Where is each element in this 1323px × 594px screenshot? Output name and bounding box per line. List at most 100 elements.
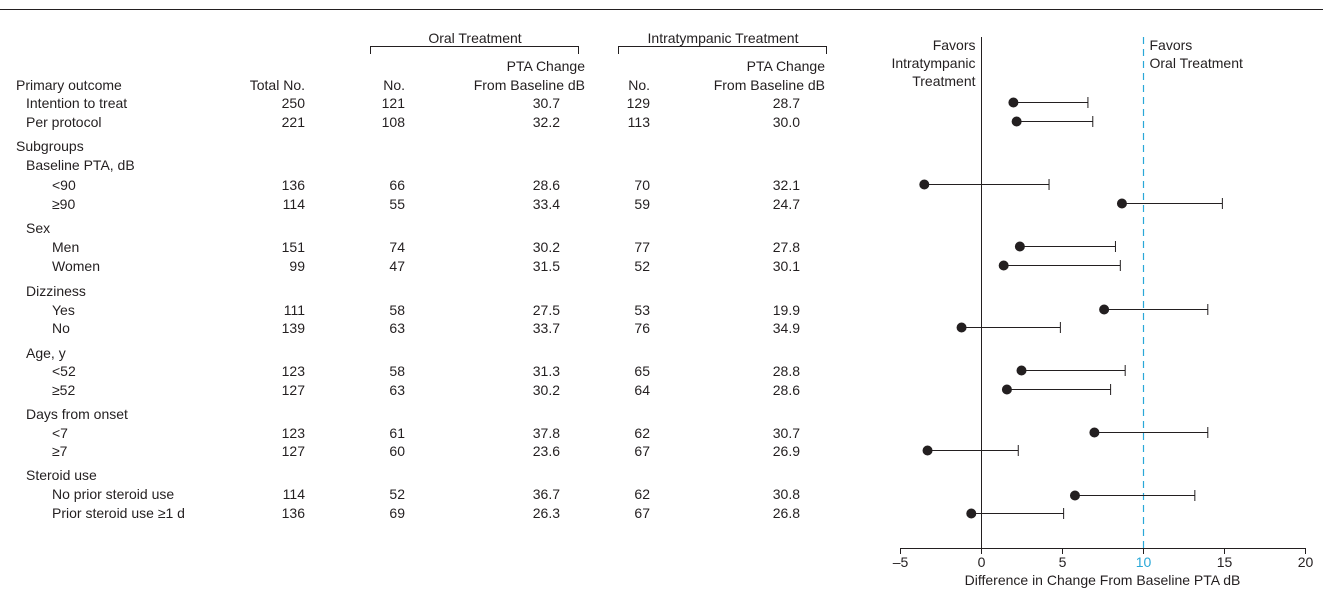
row-label: Age, y: [26, 345, 66, 361]
row-label: <7: [52, 425, 68, 441]
cell-total: 111: [283, 302, 305, 318]
cell-it-pta: 26.8: [772, 505, 800, 521]
cell-it-n: 113: [627, 114, 650, 130]
oral-pta-header-line2: From Baseline dB: [473, 77, 585, 93]
point-estimate: [1001, 384, 1012, 395]
cell-oral-pta: 36.7: [532, 486, 560, 502]
cell-oral-n: 66: [389, 177, 405, 193]
row-label: No: [52, 320, 70, 336]
cell-it-pta: 30.0: [772, 114, 800, 130]
cell-oral-n: 121: [381, 95, 405, 111]
cell-oral-pta: 26.3: [532, 505, 560, 521]
cell-oral-n: 52: [389, 486, 405, 502]
row-label: ≥7: [52, 443, 68, 459]
cell-total: 99: [289, 258, 305, 274]
cell-it-n: 62: [634, 425, 650, 441]
cell-it-n: 65: [634, 363, 650, 379]
row-label: <90: [52, 177, 76, 193]
row-label: Sex: [26, 220, 51, 236]
cell-oral-pta: 30.7: [532, 95, 560, 111]
cell-oral-pta: 27.5: [532, 302, 560, 318]
cell-it-n: 67: [634, 443, 650, 459]
point-estimate: [919, 179, 930, 190]
cell-oral-pta: 37.8: [532, 425, 560, 441]
x-tick-label: 15: [1217, 554, 1233, 570]
cell-oral-n: 63: [389, 320, 405, 336]
cell-it-pta: 28.7: [772, 95, 800, 111]
cell-it-n: 70: [634, 177, 650, 193]
cell-oral-n: 69: [389, 505, 405, 521]
point-estimate: [1089, 427, 1100, 438]
point-estimate: [1069, 490, 1080, 501]
primary-outcome-header: Primary outcome: [16, 77, 122, 93]
point-estimate: [998, 260, 1009, 271]
favors-oral-label: Favors: [1150, 37, 1193, 53]
cell-it-pta: 28.6: [772, 382, 800, 398]
it-pta-header-line1: PTA Change: [746, 58, 825, 74]
row-label: Men: [52, 239, 80, 255]
point-estimate: [1016, 365, 1027, 376]
cell-it-pta: 32.1: [772, 177, 800, 193]
oral-treatment-header: Oral Treatment: [428, 30, 522, 46]
favors-oral-label: Oral Treatment: [1150, 55, 1243, 71]
group-brackets: [370, 46, 827, 54]
cell-it-n: 52: [634, 258, 650, 274]
cell-it-pta: 30.1: [772, 258, 800, 274]
cell-total: 250: [281, 95, 305, 111]
cell-it-pta: 24.7: [772, 196, 800, 212]
cell-it-n: 64: [634, 382, 650, 398]
row-label: Days from onset: [26, 406, 128, 422]
total-no-header: Total No.: [249, 77, 305, 93]
oral-bracket: [370, 46, 579, 54]
cell-it-pta: 34.9: [772, 320, 800, 336]
cell-it-pta: 26.9: [772, 443, 800, 459]
x-tick-label: –5: [893, 554, 909, 570]
cell-total: 114: [282, 486, 305, 502]
row-label: Baseline PTA, dB: [26, 157, 135, 173]
point-estimate: [1014, 241, 1025, 252]
row-label: Steroid use: [26, 467, 97, 483]
intratympanic-treatment-header: Intratympanic Treatment: [647, 30, 799, 46]
cell-it-pta: 19.9: [772, 302, 800, 318]
point-estimate: [956, 322, 967, 333]
cell-total: 123: [281, 363, 305, 379]
favors-intratympanic-label: Intratympanic: [891, 55, 975, 71]
cell-oral-n: 58: [389, 302, 405, 318]
cell-oral-pta: 30.2: [532, 382, 560, 398]
cell-it-pta: 28.8: [772, 363, 800, 379]
point-estimate: [1011, 116, 1022, 127]
row-label: Dizziness: [26, 283, 86, 299]
cell-oral-pta: 31.5: [532, 258, 560, 274]
it-no-header: No.: [628, 77, 650, 93]
cell-it-n: 77: [634, 239, 650, 255]
cell-total: 139: [281, 320, 305, 336]
oral-no-header: No.: [383, 77, 405, 93]
cell-total: 127: [281, 382, 305, 398]
cell-total: 127: [281, 443, 305, 459]
intratympanic-bracket: [618, 46, 827, 54]
favors-intratympanic-label: Favors: [933, 37, 976, 53]
cell-oral-n: 108: [381, 114, 405, 130]
point-estimate: [1008, 97, 1019, 108]
x-tick-label: 5: [1059, 554, 1067, 570]
row-label: Subgroups: [16, 138, 84, 154]
cell-it-pta: 30.7: [772, 425, 800, 441]
cell-oral-n: 58: [389, 363, 405, 379]
row-label: <52: [52, 363, 76, 379]
cell-total: 136: [281, 177, 305, 193]
cell-oral-pta: 30.2: [532, 239, 560, 255]
point-estimate: [922, 445, 933, 456]
cell-it-n: 67: [634, 505, 650, 521]
cell-oral-n: 55: [389, 196, 405, 212]
cell-total: 221: [281, 114, 305, 130]
cell-it-n: 129: [626, 95, 650, 111]
cell-total: 114: [282, 196, 305, 212]
cell-oral-pta: 28.6: [532, 177, 560, 193]
cell-it-n: 59: [634, 196, 650, 212]
cell-oral-n: 47: [389, 258, 405, 274]
row-label: Intention to treat: [26, 95, 128, 111]
favors-intratympanic-label: Treatment: [912, 73, 975, 89]
cell-total: 151: [281, 239, 305, 255]
cell-oral-n: 63: [389, 382, 405, 398]
x-tick-label: 20: [1298, 554, 1314, 570]
